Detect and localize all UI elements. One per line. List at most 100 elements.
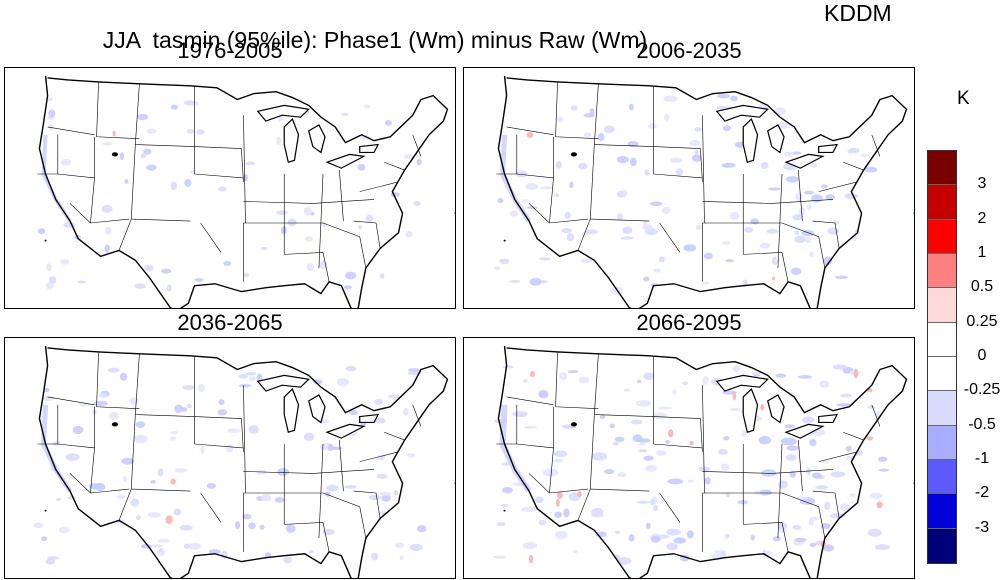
- state-border: [818, 451, 858, 462]
- colorbar-box: [928, 288, 956, 323]
- anomaly-patch: [691, 154, 702, 162]
- anomaly-patch: [609, 423, 615, 429]
- anomaly-patch: [777, 480, 788, 489]
- state-border: [200, 492, 222, 523]
- anomaly-patch: [658, 256, 665, 263]
- anomaly-patch: [779, 527, 787, 534]
- panel-title-1: 1976-2005: [177, 38, 283, 63]
- anomaly-patch: [227, 428, 241, 433]
- state-border: [653, 173, 703, 179]
- anomaly-patch: [238, 384, 252, 388]
- anomaly-patch: [413, 201, 421, 206]
- panel-title-3: 2036-2065: [177, 310, 283, 335]
- anomaly-patch: [235, 521, 241, 530]
- anomaly-patch: [341, 112, 349, 116]
- anomaly-patch: [724, 533, 730, 539]
- anomaly-patch: [306, 263, 314, 271]
- anomaly-patch: [874, 544, 891, 551]
- us-map-2: [493, 75, 914, 308]
- state-border: [69, 473, 130, 494]
- anomaly-patch: [803, 190, 815, 195]
- great-lake: [818, 143, 839, 154]
- anomaly-patch: [725, 492, 731, 498]
- anomaly-patch: [614, 530, 621, 534]
- state-border: [589, 414, 595, 490]
- anomaly-patch: [825, 194, 836, 201]
- state-border: [577, 488, 591, 521]
- anomaly-patch: [170, 104, 179, 110]
- anomaly-patch: [786, 445, 799, 451]
- great-salt-lake: [570, 152, 577, 157]
- anomaly-patch: [666, 528, 681, 536]
- state-border: [130, 144, 136, 220]
- anomaly-patch: [636, 500, 650, 504]
- anomaly-patch: [784, 151, 795, 157]
- anomaly-patch: [243, 272, 250, 278]
- state-border: [702, 385, 705, 494]
- anomaly-patch: [336, 377, 350, 387]
- anomaly-patch: [811, 194, 823, 203]
- anomaly-patch: [45, 282, 54, 290]
- anomaly-patch: [620, 236, 634, 240]
- anomaly-patch: [404, 153, 413, 159]
- anomaly-patch: [790, 267, 802, 276]
- anomaly-patch: [287, 218, 297, 227]
- anomaly-patch: [305, 236, 313, 242]
- anomaly-patch: [248, 425, 259, 434]
- state-border: [781, 222, 826, 269]
- positive-anomaly-patch: [732, 391, 737, 401]
- anomaly-patch: [564, 211, 571, 219]
- colorbar-box: [928, 253, 956, 289]
- great-lake: [359, 143, 380, 154]
- anomaly-patch: [839, 503, 851, 512]
- anomaly-patch: [374, 398, 383, 406]
- anomaly-patch: [136, 113, 149, 121]
- anomaly-patch: [121, 457, 135, 465]
- positive-anomaly-patch: [170, 478, 176, 485]
- anomaly-patch: [628, 103, 634, 111]
- anomaly-patch: [373, 417, 386, 424]
- us-map-3: [33, 345, 455, 578]
- positive-anomaly-patch: [853, 368, 859, 379]
- great-lake: [325, 423, 366, 439]
- anomaly-patch: [732, 365, 741, 373]
- colorbar-box: [928, 322, 956, 357]
- anomaly-patch: [357, 163, 366, 171]
- anomaly-patch: [780, 437, 797, 446]
- anomaly-patch: [792, 214, 803, 221]
- anomaly-patch: [376, 473, 388, 479]
- state-border: [771, 199, 834, 204]
- positive-anomaly-patch: [772, 276, 776, 281]
- anomaly-patch: [135, 421, 146, 428]
- anomaly-patch: [47, 96, 53, 102]
- anomaly-patch: [105, 226, 112, 235]
- anomaly-patch: [694, 149, 699, 155]
- anomaly-patch: [196, 129, 205, 135]
- colorbar-tick-label: -2: [974, 484, 990, 502]
- great-lake: [784, 153, 825, 169]
- anomaly-patch: [501, 462, 510, 466]
- anomaly-patch: [783, 163, 794, 171]
- anomaly-patch: [845, 445, 852, 452]
- colorbar-tick-label: 0.5: [970, 278, 994, 296]
- anomaly-patch: [379, 491, 391, 497]
- state-border: [590, 218, 650, 222]
- anomaly-patch: [60, 259, 70, 265]
- colorbar-box: [928, 528, 956, 563]
- state-border: [131, 218, 191, 222]
- anomaly-patch: [583, 132, 592, 137]
- anomaly-patch: [186, 129, 195, 134]
- state-border: [96, 351, 140, 410]
- anomaly-patch: [242, 513, 252, 520]
- anomaly-patch: [643, 455, 654, 461]
- colorbar-tick-label: 1: [977, 244, 987, 261]
- anomaly-patch: [570, 105, 578, 111]
- anomaly-patch: [832, 220, 840, 225]
- anomaly-patch: [499, 258, 510, 264]
- anomaly-patch: [33, 522, 44, 529]
- anomaly-patch: [758, 489, 773, 496]
- anomaly-patch: [303, 432, 315, 442]
- anomaly-patch: [147, 512, 161, 518]
- anomaly-patch: [497, 197, 504, 204]
- anomaly-patch: [188, 542, 201, 550]
